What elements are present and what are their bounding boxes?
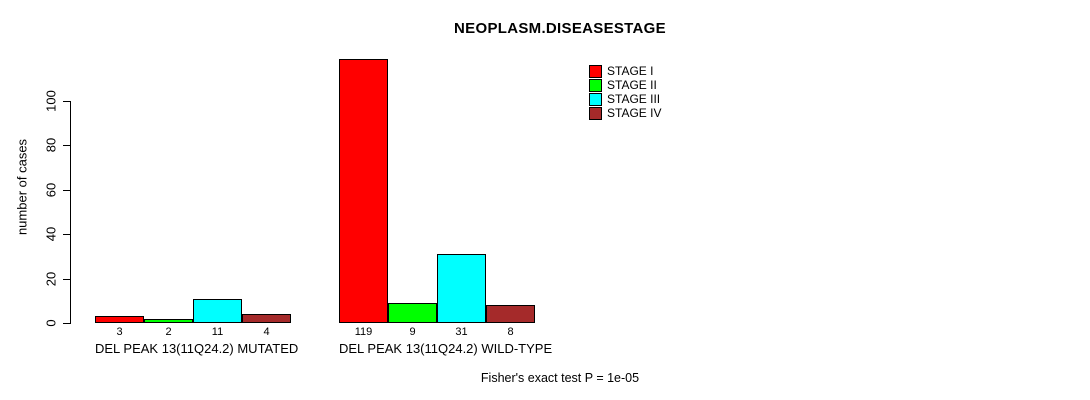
chart-title: NEOPLASM.DISEASESTAGE xyxy=(454,20,666,37)
bar-stage-i-group2 xyxy=(339,59,388,323)
legend: STAGE I STAGE II STAGE III STAGE IV xyxy=(589,64,661,120)
legend-label: STAGE IV xyxy=(607,106,662,120)
bar-stage-i-group1 xyxy=(95,316,144,323)
bar-stage-ii-group2 xyxy=(388,303,437,323)
group-label-2: DEL PEAK 13(11Q24.2) WILD-TYPE xyxy=(339,341,553,356)
legend-row: STAGE II xyxy=(589,78,661,92)
legend-label: STAGE I xyxy=(607,64,654,78)
bar-value-label: 2 xyxy=(165,326,172,338)
y-tick xyxy=(63,234,70,235)
bar-value-label: 11 xyxy=(211,326,224,338)
y-tick-label: 40 xyxy=(43,226,59,242)
bar-stage-iii-group1 xyxy=(193,299,242,323)
y-axis-label: number of cases xyxy=(14,138,30,236)
y-tick xyxy=(63,279,70,280)
y-tick xyxy=(63,145,70,146)
legend-swatch-icon xyxy=(589,78,602,92)
y-tick-label: 0 xyxy=(43,319,59,327)
y-tick-label: 20 xyxy=(43,271,59,287)
bar-value-label: 31 xyxy=(455,326,468,338)
bar-stage-ii-group1 xyxy=(144,319,193,323)
y-tick xyxy=(63,190,70,191)
legend-row: STAGE I xyxy=(589,64,661,78)
y-tick xyxy=(63,323,70,324)
group-label-1: DEL PEAK 13(11Q24.2) MUTATED xyxy=(95,341,299,356)
legend-swatch-icon xyxy=(589,92,602,106)
legend-row: STAGE IV xyxy=(589,106,661,120)
bar-value-label: 8 xyxy=(507,326,514,338)
bar-value-label: 4 xyxy=(263,326,270,338)
bar-stage-iv-group2 xyxy=(486,305,535,323)
fisher-test-annotation: Fisher's exact test P = 1e-05 xyxy=(480,371,640,385)
bar-stage-iii-group2 xyxy=(437,254,486,323)
y-tick-label: 60 xyxy=(43,182,59,198)
bar-value-label: 119 xyxy=(354,326,373,338)
y-axis-line xyxy=(70,101,71,324)
bar-stage-iv-group1 xyxy=(242,314,291,323)
y-tick-label: 100 xyxy=(43,90,59,112)
legend-swatch-icon xyxy=(589,106,602,120)
legend-swatch-icon xyxy=(589,64,602,78)
legend-row: STAGE III xyxy=(589,92,661,106)
y-tick xyxy=(63,101,70,102)
bar-value-label: 3 xyxy=(116,326,123,338)
bar-value-label: 9 xyxy=(409,326,416,338)
legend-label: STAGE III xyxy=(607,92,661,106)
y-tick-label: 80 xyxy=(43,137,59,153)
legend-label: STAGE II xyxy=(607,78,657,92)
